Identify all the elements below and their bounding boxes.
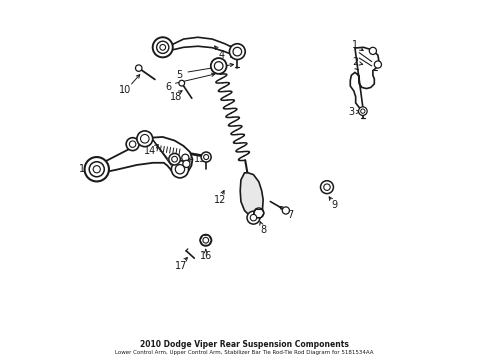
Text: 13: 13	[193, 154, 205, 164]
Text: 4: 4	[218, 50, 224, 60]
Circle shape	[140, 134, 149, 143]
Text: 12: 12	[213, 195, 226, 205]
Text: Lower Control Arm, Upper Control Arm, Stabilizer Bar Tie Rod-Tie Rod Diagram for: Lower Control Arm, Upper Control Arm, St…	[115, 350, 373, 355]
Circle shape	[360, 109, 364, 113]
Circle shape	[282, 207, 289, 214]
Text: 16: 16	[199, 251, 211, 261]
Circle shape	[179, 80, 184, 86]
Text: 17: 17	[174, 261, 186, 271]
Circle shape	[126, 138, 139, 150]
Text: 15: 15	[79, 164, 91, 174]
Circle shape	[323, 184, 329, 190]
Circle shape	[156, 41, 168, 53]
Text: 10: 10	[119, 85, 131, 95]
Text: 9: 9	[331, 200, 337, 210]
Circle shape	[373, 61, 381, 68]
Circle shape	[203, 237, 208, 243]
Circle shape	[233, 47, 241, 56]
Circle shape	[137, 131, 152, 147]
Text: 6: 6	[165, 82, 171, 92]
Text: 7: 7	[286, 210, 293, 220]
Circle shape	[175, 165, 184, 174]
Circle shape	[368, 47, 376, 54]
Text: 11: 11	[149, 155, 162, 165]
Circle shape	[320, 181, 333, 194]
Circle shape	[171, 161, 188, 178]
Text: 2: 2	[351, 57, 357, 67]
Circle shape	[214, 62, 223, 70]
Circle shape	[135, 65, 142, 71]
Circle shape	[152, 37, 172, 57]
Text: 8: 8	[260, 225, 265, 235]
Text: 2010 Dodge Viper Rear Suspension Components: 2010 Dodge Viper Rear Suspension Compone…	[140, 340, 348, 349]
Circle shape	[253, 208, 264, 218]
Polygon shape	[240, 173, 263, 218]
Circle shape	[171, 156, 177, 162]
Circle shape	[183, 160, 190, 167]
Circle shape	[201, 152, 211, 162]
Circle shape	[210, 58, 226, 74]
Circle shape	[93, 166, 100, 173]
Polygon shape	[349, 47, 378, 113]
Circle shape	[182, 154, 188, 161]
Text: 14: 14	[144, 145, 156, 156]
Text: 3: 3	[347, 107, 354, 117]
Circle shape	[229, 44, 244, 59]
Circle shape	[168, 153, 180, 165]
Circle shape	[84, 157, 109, 181]
Polygon shape	[104, 137, 192, 174]
Circle shape	[89, 162, 104, 177]
Circle shape	[250, 215, 256, 221]
Circle shape	[358, 107, 366, 116]
Circle shape	[203, 154, 208, 159]
Text: 5: 5	[176, 70, 182, 80]
Text: 1: 1	[351, 40, 357, 50]
Text: 18: 18	[169, 92, 182, 102]
Circle shape	[160, 44, 165, 50]
Circle shape	[200, 234, 211, 246]
Circle shape	[129, 141, 136, 147]
Circle shape	[246, 211, 260, 224]
